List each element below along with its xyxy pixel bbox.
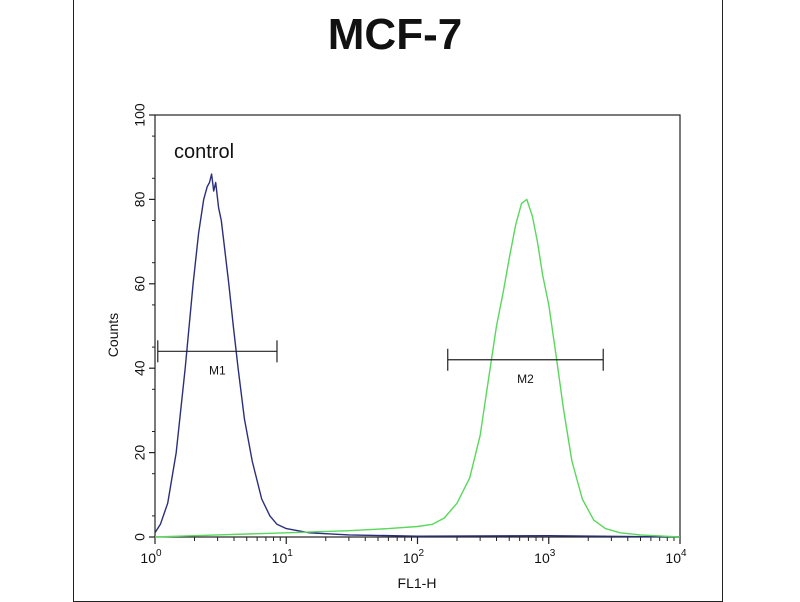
series-line-2 bbox=[154, 198, 681, 538]
y-axis: 0 20 40 60 80 100 bbox=[132, 103, 155, 541]
x-tick-label: 100 bbox=[140, 548, 162, 566]
series-layer bbox=[154, 173, 681, 538]
gate-m1: M1 bbox=[157, 340, 278, 377]
y-tick-label: 100 bbox=[132, 103, 148, 127]
y-tick-label: 60 bbox=[132, 276, 148, 292]
y-tick-label: 40 bbox=[132, 360, 148, 376]
x-tick-label: 103 bbox=[534, 548, 556, 566]
x-tick-label: 101 bbox=[272, 548, 294, 566]
y-tick-label: 0 bbox=[132, 533, 148, 541]
gate-label: M1 bbox=[209, 363, 226, 377]
y-axis-label: Counts bbox=[105, 313, 121, 357]
gate-label: M2 bbox=[517, 372, 534, 386]
gate-markers: M1 M2 bbox=[157, 340, 604, 386]
series-line-1 bbox=[154, 173, 681, 538]
x-axis: 100 101 102 103 104 bbox=[140, 537, 687, 566]
chart-title: MCF-7 bbox=[328, 10, 462, 59]
y-tick-label: 80 bbox=[132, 191, 148, 207]
x-tick-label: 104 bbox=[665, 548, 687, 566]
control-annotation: control bbox=[174, 141, 234, 163]
x-axis-label: FL1-H bbox=[398, 575, 437, 591]
x-tick-label: 102 bbox=[403, 548, 425, 566]
y-tick-label: 20 bbox=[132, 445, 148, 461]
gate-m2: M2 bbox=[447, 348, 604, 386]
